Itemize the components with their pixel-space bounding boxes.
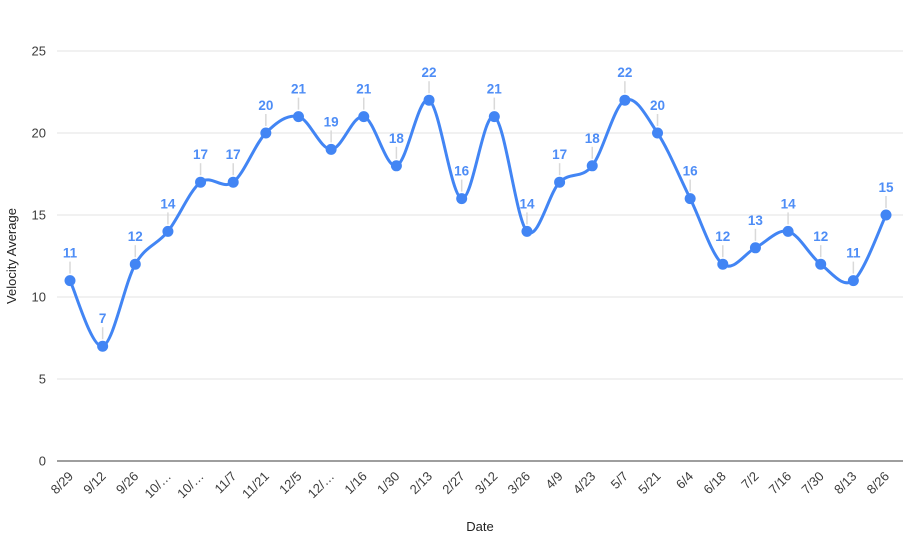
data-point[interactable] [195, 176, 207, 188]
y-tick-label: 15 [32, 208, 46, 223]
data-point-label: 21 [487, 82, 503, 97]
x-tick-label: 1/30 [374, 469, 403, 498]
x-tick-label: 11/21 [239, 469, 272, 502]
data-point-label: 7 [99, 311, 107, 326]
x-tick-label: 8/13 [831, 469, 860, 498]
data-point-label: 11 [846, 246, 861, 261]
data-point[interactable] [880, 209, 892, 221]
x-tick-label: 12/5 [276, 469, 305, 498]
data-point-label: 17 [552, 147, 567, 162]
data-point[interactable] [619, 94, 631, 106]
y-axis-title: Velocity Average [4, 208, 19, 304]
x-tick-label: 6/4 [673, 469, 696, 492]
data-point-label: 13 [748, 213, 764, 228]
x-tick-label: 7/16 [766, 469, 795, 498]
velocity-series-line [68, 97, 888, 348]
data-point-label: 18 [389, 131, 405, 146]
data-point-label: 12 [813, 229, 828, 244]
x-tick-label: 7/30 [798, 469, 827, 498]
y-tick-label: 0 [39, 454, 46, 469]
data-point[interactable] [129, 258, 141, 270]
data-point-label: 22 [617, 65, 632, 80]
x-tick-label: 11/7 [212, 469, 240, 497]
y-tick-label: 25 [32, 44, 46, 59]
data-point-label: 16 [683, 164, 699, 179]
x-tick-label: 7/2 [738, 469, 761, 492]
x-tick-label: 9/12 [80, 469, 109, 498]
data-point[interactable] [749, 242, 761, 254]
data-point[interactable] [423, 94, 435, 106]
x-tick-label: 10/… [174, 469, 207, 502]
data-point[interactable] [717, 258, 729, 270]
x-tick-label: 10/… [141, 469, 174, 502]
data-point-label: 14 [160, 196, 176, 211]
x-tick-label: 2/27 [439, 469, 468, 498]
x-tick-label: 3/12 [472, 469, 501, 498]
data-point[interactable] [162, 225, 174, 237]
data-point[interactable] [782, 225, 794, 237]
data-point-label: 15 [878, 180, 894, 195]
x-tick-label: 8/29 [48, 469, 77, 498]
x-tick-label: 6/18 [700, 469, 729, 498]
data-point[interactable] [554, 176, 566, 188]
data-point-label: 14 [519, 196, 535, 211]
x-tick-label: 12/… [305, 469, 338, 502]
x-tick-label: 8/26 [864, 469, 893, 498]
x-tick-label: 5/21 [635, 469, 664, 498]
x-tick-label: 4/9 [542, 469, 565, 492]
data-point-label: 14 [781, 196, 797, 211]
data-point-label: 19 [324, 114, 339, 129]
x-tick-label: 4/23 [570, 469, 599, 498]
data-point[interactable] [456, 193, 468, 205]
gridlines-layer [57, 50, 903, 462]
data-point[interactable] [97, 340, 109, 352]
data-point-label: 16 [454, 164, 470, 179]
y-tick-label: 20 [32, 126, 46, 141]
data-point[interactable] [358, 111, 370, 123]
x-tick-label: 3/26 [505, 469, 534, 498]
series-layer: 11 7 12 14 17 17 20 21 19 21 18 22 16 21 14 17 18 22 20 16 1… [63, 65, 894, 352]
data-point[interactable] [521, 225, 533, 237]
data-point[interactable] [652, 127, 664, 139]
x-tick-label: 2/13 [407, 469, 436, 498]
x-tick-label: 9/26 [113, 469, 142, 498]
data-point[interactable] [325, 143, 337, 155]
x-tick-label: 5/7 [608, 469, 631, 492]
data-point-label: 17 [193, 147, 208, 162]
data-point[interactable] [227, 176, 239, 188]
data-point[interactable] [488, 111, 500, 123]
y-tick-label: 10 [32, 290, 46, 305]
y-tick-label: 5 [39, 372, 46, 387]
data-point-label: 12 [715, 229, 730, 244]
data-point-label: 12 [128, 229, 143, 244]
data-point[interactable] [684, 193, 696, 205]
data-point[interactable] [64, 275, 76, 287]
data-point[interactable] [847, 275, 859, 287]
x-axis-title: Date [466, 519, 493, 534]
data-point[interactable] [260, 127, 272, 139]
data-point-label: 21 [356, 82, 372, 97]
data-point-label: 11 [63, 246, 78, 261]
data-point-label: 22 [422, 65, 437, 80]
data-point-label: 17 [226, 147, 241, 162]
data-point-label: 21 [291, 82, 307, 97]
data-point[interactable] [815, 258, 827, 270]
data-point-label: 18 [585, 131, 601, 146]
data-point[interactable] [586, 160, 598, 172]
data-point[interactable] [292, 111, 304, 123]
data-point-label: 20 [258, 98, 273, 113]
data-point-label: 20 [650, 98, 665, 113]
data-point[interactable] [390, 160, 402, 172]
x-tick-label: 1/16 [341, 469, 370, 498]
